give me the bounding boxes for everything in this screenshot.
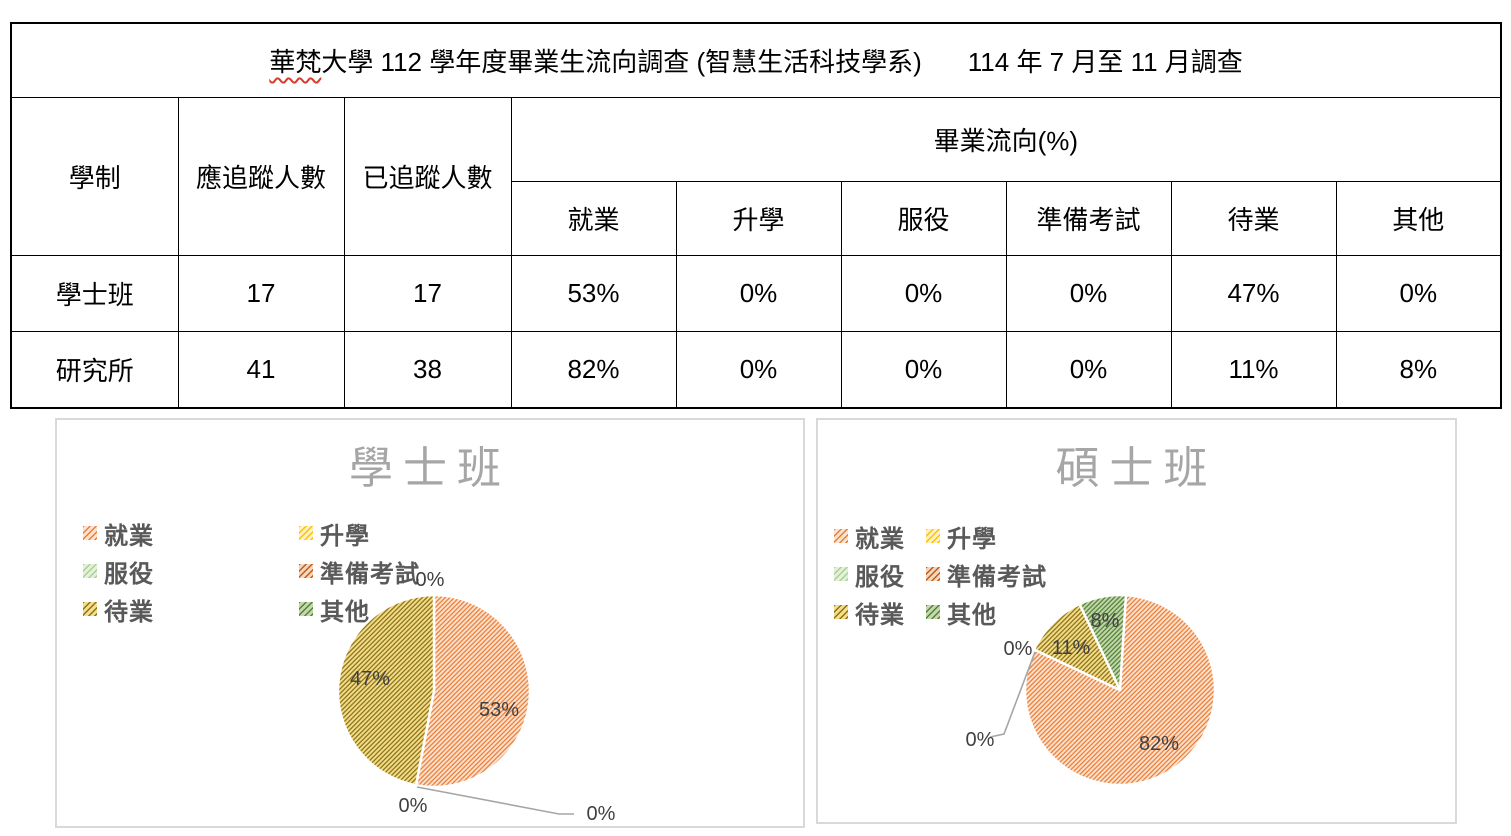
legend-label: 服役 <box>855 563 905 591</box>
pie-chart-panel-master: 碩士班 就業 升學 服役 準備考試 待業 其他 8% 11% 0% 0% 82% <box>816 418 1457 824</box>
cell-system: 學士班 <box>10 254 179 332</box>
cell-unemployed: 11% <box>1170 330 1337 409</box>
cell-tracked: 17 <box>343 254 512 332</box>
table-row-graduate: 研究所 41 38 82% 0% 0% 0% 11% 8% <box>10 330 1502 409</box>
survey-table: 華梵大學 112 學年度畢業生流向調查 (智慧生活科技學系) 114 年 7 月至… <box>10 22 1503 409</box>
cell-other: 8% <box>1335 330 1502 409</box>
cell-to-track: 41 <box>177 330 345 409</box>
col-header-unemployed: 待業 <box>1170 180 1337 256</box>
legend-label: 就業 <box>104 522 154 550</box>
pie-data-label: 8% <box>1091 610 1120 632</box>
pie-data-label: 11% <box>1052 637 1091 659</box>
pie-chart-master: 8%11% 0% 0% 82% <box>966 593 1217 787</box>
col-header-to-track: 應追蹤人數 <box>177 96 345 256</box>
pie-slice-unemployed <box>1032 602 1122 692</box>
pie-slice-unemployed <box>336 593 436 787</box>
legend-label: 準備考試 <box>320 560 420 588</box>
legend-swatch-other <box>299 602 313 616</box>
col-header-system: 學制 <box>10 96 179 256</box>
legend-label: 其他 <box>320 598 370 626</box>
cell-to-track: 17 <box>177 254 345 332</box>
title-main: 大學 112 學年度畢業生流向調查 (智慧生活科技學系) <box>321 46 922 77</box>
col-header-other: 其他 <box>1335 180 1502 256</box>
cell-tracked: 38 <box>343 330 512 409</box>
legend-swatch-other <box>926 605 940 619</box>
table-row-bachelor: 學士班 17 17 53% 0% 0% 0% 47% 0% <box>10 254 1502 332</box>
legend-swatch-employment <box>83 526 97 540</box>
legend-swatch-military <box>83 564 97 578</box>
legend-swatch-exam-prep <box>926 567 940 581</box>
legend-label: 待業 <box>855 601 905 629</box>
title-survey-period: 114 年 7 月至 11 月調查 <box>967 46 1243 77</box>
title-school-name: 華梵 <box>269 46 322 77</box>
legend-swatch-unemployed <box>83 602 97 616</box>
cell-military: 0% <box>840 330 1007 409</box>
legend-swatch-military <box>834 567 848 581</box>
pie-data-label: 0% <box>587 803 616 825</box>
col-header-further-study: 升學 <box>675 180 842 256</box>
cell-other: 0% <box>1335 254 1502 332</box>
legend-label: 服役 <box>104 560 154 588</box>
legend-swatch-employment <box>834 529 848 543</box>
col-header-exam-prep: 準備考試 <box>1005 180 1172 256</box>
legend-label: 其他 <box>947 601 997 629</box>
cell-exam-prep: 0% <box>1005 330 1172 409</box>
legend-label: 準備考試 <box>947 563 1047 591</box>
pie-data-label: 0% <box>1004 638 1033 660</box>
pie-slice-employment <box>414 593 532 789</box>
label-leader-line <box>416 786 574 815</box>
pie-data-label: 0% <box>966 729 995 751</box>
legend-swatch-exam-prep <box>299 564 313 578</box>
pie-data-label: 82% <box>1139 733 1179 755</box>
table-title: 華梵大學 112 學年度畢業生流向調查 (智慧生活科技學系) 114 年 7 月至… <box>10 22 1502 98</box>
pie-data-label: 53% <box>479 699 519 721</box>
legend-swatch-unemployed <box>834 605 848 619</box>
col-header-military: 服役 <box>840 180 1007 256</box>
cell-unemployed: 47% <box>1170 254 1337 332</box>
label-leader-line <box>989 651 1036 738</box>
cell-further-study: 0% <box>675 254 842 332</box>
legend-label: 升學 <box>320 522 370 550</box>
cell-employment: 82% <box>510 330 677 409</box>
col-header-employment: 就業 <box>510 180 677 256</box>
cell-further-study: 0% <box>675 330 842 409</box>
legend-label: 待業 <box>104 598 154 626</box>
legend-label: 就業 <box>855 525 905 553</box>
pie-slice-other <box>1078 593 1128 692</box>
col-header-flow-group: 畢業流向(%) <box>510 96 1502 182</box>
legend-swatch-further-study <box>299 526 313 540</box>
legend-swatch-further-study <box>926 529 940 543</box>
pie-chart-bachelor: 0% 47% 53% 0% 0% <box>336 569 616 825</box>
pie-data-label: 0% <box>416 569 445 591</box>
cell-system: 研究所 <box>10 330 179 409</box>
chart-title: 學士班 <box>349 444 511 493</box>
pie-data-label: 47% <box>350 668 390 690</box>
chart-legend: 就業 升學 服役 準備考試 待業 其他 <box>834 523 1046 637</box>
pie-chart-panel-bachelor: 學士班 就業 升學 服役 準備考試 待業 其他 0% 47% 53% 0% 0% <box>55 418 805 828</box>
cell-exam-prep: 0% <box>1005 254 1172 332</box>
chart-title: 碩士班 <box>1055 444 1218 493</box>
pie-data-label: 0% <box>399 795 428 817</box>
chart-legend: 就業 升學 服役 準備考試 待業 其他 <box>83 520 515 634</box>
legend-label: 升學 <box>947 525 997 553</box>
cell-employment: 53% <box>510 254 677 332</box>
cell-military: 0% <box>840 254 1007 332</box>
col-header-tracked: 已追蹤人數 <box>343 96 512 256</box>
